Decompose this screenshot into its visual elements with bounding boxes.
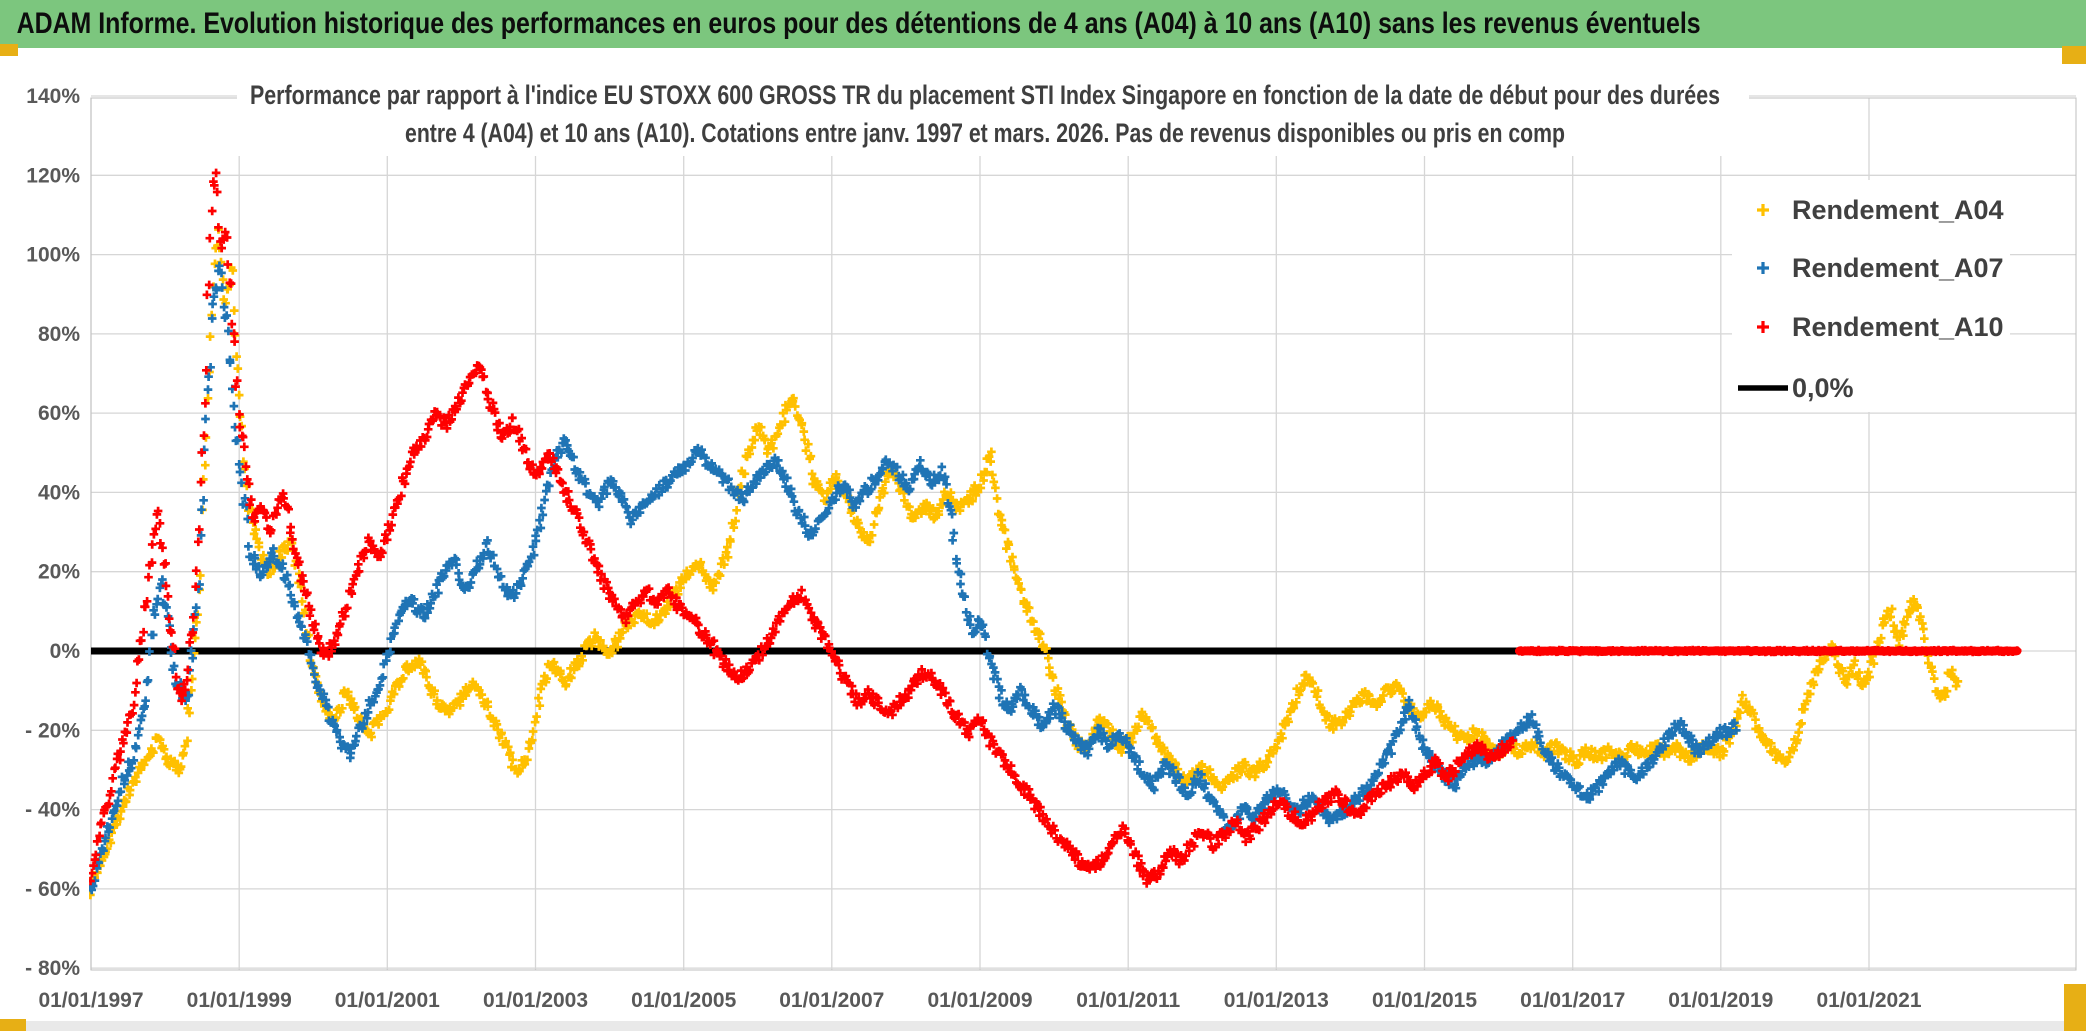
legend-marker-red-plus-icon xyxy=(1757,321,1769,333)
x-tick-label: 01/01/2017 xyxy=(1520,989,1625,1012)
y-tick-label: 40% xyxy=(38,481,80,504)
legend-item-label[interactable]: Rendement_A07 xyxy=(1792,253,2004,283)
x-tick-label: 01/01/2019 xyxy=(1668,989,1773,1012)
y-tick-label: - 60% xyxy=(25,878,80,901)
legend-marker-gold-plus-icon xyxy=(1757,204,1769,216)
series-Rendement_A07 xyxy=(89,261,1741,895)
x-tick-label: 01/01/2007 xyxy=(779,989,884,1012)
legend-item-label[interactable]: Rendement_A10 xyxy=(1792,312,2004,342)
legend-marker-blue-plus-icon xyxy=(1757,262,1769,274)
axis-labels: 140% 120% 100% 80% 60% 40% 20% 0% - 20% - 40% - 60… xyxy=(25,85,1922,1012)
y-tick-label: 100% xyxy=(26,244,80,267)
corner-accent-top-right xyxy=(2062,46,2086,64)
x-tick-label: 01/01/2009 xyxy=(927,989,1032,1012)
corner-accent-top-left xyxy=(0,44,18,56)
title-bar: ADAM Informe. Evolution historique des p… xyxy=(0,0,2086,48)
y-tick-label: - 40% xyxy=(25,799,80,822)
legend-item-label[interactable]: 0,0% xyxy=(1792,373,1854,403)
y-tick-label: 60% xyxy=(38,402,80,425)
x-tick-label: 01/01/2001 xyxy=(335,989,440,1012)
y-tick-label: 0% xyxy=(50,640,81,663)
y-tick-label: 140% xyxy=(26,85,80,108)
series-zero-markers-A10 xyxy=(1515,645,2022,657)
x-tick-label: 01/01/2021 xyxy=(1816,989,1921,1012)
y-tick-label: - 80% xyxy=(25,957,80,980)
chart-title-line1: Performance par rapport à l'indice EU ST… xyxy=(250,80,1720,110)
series-Rendement_A10 xyxy=(89,168,1517,888)
corner-accent-bottom-left xyxy=(0,1019,26,1031)
y-tick-label: - 20% xyxy=(25,719,80,742)
corner-accent-bottom-right xyxy=(2064,984,2086,1031)
x-tick-label: 01/01/2013 xyxy=(1224,989,1329,1012)
data-series xyxy=(89,168,2022,900)
x-tick-label: 01/01/2003 xyxy=(483,989,588,1012)
x-tick-label: 01/01/1999 xyxy=(187,989,292,1012)
legend-item-label[interactable]: Rendement_A04 xyxy=(1792,195,2004,225)
page-title: ADAM Informe. Evolution historique des p… xyxy=(16,7,1701,40)
y-tick-label: 120% xyxy=(26,164,80,187)
legend-background xyxy=(1732,180,2010,412)
bottom-edge-strip xyxy=(0,1021,2086,1031)
series-Rendement_A04 xyxy=(89,225,1963,900)
chart-title-background xyxy=(237,57,1749,156)
y-tick-label: 20% xyxy=(38,561,80,584)
x-tick-label: 01/01/2011 xyxy=(1076,989,1180,1012)
x-tick-label: 01/01/2005 xyxy=(631,989,736,1012)
chart-title-block: Performance par rapport à l'indice EU ST… xyxy=(237,57,1749,156)
chart-title-line2: entre 4 (A04) et 10 ans (A10). Cotations… xyxy=(405,118,1565,148)
x-tick-label: 01/01/1997 xyxy=(38,989,143,1012)
chart-legend[interactable]: Rendement_A04 Rendement_A07 Rendement_A10 0… xyxy=(1732,180,2010,412)
x-tick-label: 01/01/2015 xyxy=(1372,989,1477,1012)
y-tick-label: 80% xyxy=(38,323,80,346)
